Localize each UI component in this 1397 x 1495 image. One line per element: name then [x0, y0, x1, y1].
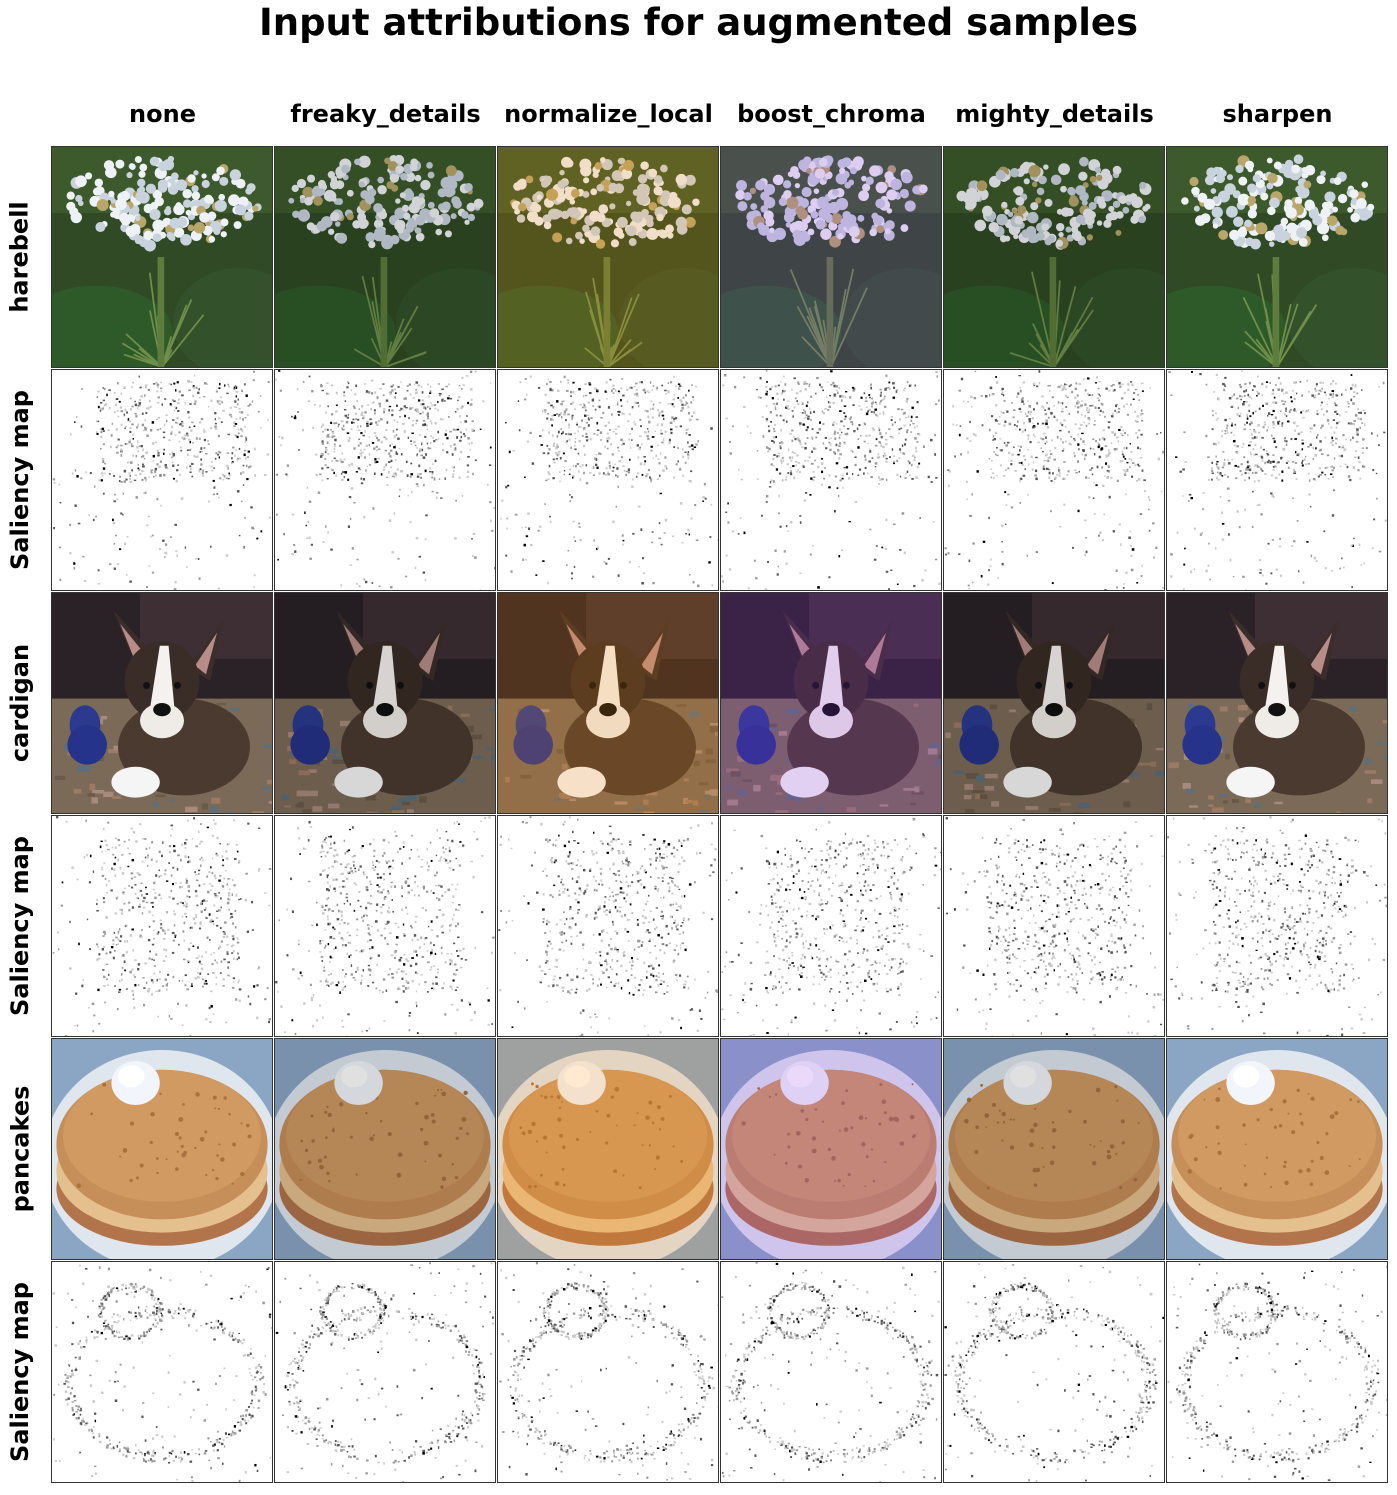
column-header-freaky-details: freaky_details — [290, 100, 481, 128]
pancakes-image-freaky-details — [274, 1038, 496, 1260]
column-header-mighty-details: mighty_details — [955, 100, 1154, 128]
pancakes-image-sharpen — [1166, 1038, 1388, 1260]
row-label-pancakes: pancakes — [6, 1085, 35, 1213]
column-header-boost-chroma: boost_chroma — [737, 100, 926, 128]
flower-saliency-map-sharpen — [1166, 369, 1388, 591]
column-header-normalize-local: normalize_local — [504, 100, 713, 128]
flower-saliency-map-boost-chroma — [720, 369, 942, 591]
dog-saliency-map-freaky-details — [274, 815, 496, 1037]
pancakes-image-normalize-local — [497, 1038, 719, 1260]
pancakes-saliency-map-normalize-local — [497, 1261, 719, 1483]
flower-saliency-map-normalize-local — [497, 369, 719, 591]
flower-image-freaky-details — [274, 146, 496, 368]
flower-image-normalize-local — [497, 146, 719, 368]
dog-image-normalize-local — [497, 592, 719, 814]
dog-saliency-map-boost-chroma — [720, 815, 942, 1037]
pancakes-saliency-map-freaky-details — [274, 1261, 496, 1483]
pancakes-image-none — [51, 1038, 273, 1260]
flower-saliency-map-mighty-details — [943, 369, 1165, 591]
row-label-saliency-map-3: Saliency map — [6, 1282, 34, 1462]
column-header-sharpen: sharpen — [1222, 100, 1333, 128]
flower-image-sharpen — [1166, 146, 1388, 368]
pancakes-image-mighty-details — [943, 1038, 1165, 1260]
flower-image-mighty-details — [943, 146, 1165, 368]
dog-saliency-map-sharpen — [1166, 815, 1388, 1037]
flower-saliency-map-none — [51, 369, 273, 591]
pancakes-saliency-map-mighty-details — [943, 1261, 1165, 1483]
flower-image-none — [51, 146, 273, 368]
dog-image-sharpen — [1166, 592, 1388, 814]
row-label-cardigan: cardigan — [6, 643, 34, 763]
pancakes-saliency-map-none — [51, 1261, 273, 1483]
pancakes-saliency-map-boost-chroma — [720, 1261, 942, 1483]
pancakes-image-boost-chroma — [720, 1038, 942, 1260]
flower-image-boost-chroma — [720, 146, 942, 368]
dog-image-freaky-details — [274, 592, 496, 814]
dog-image-none — [51, 592, 273, 814]
dog-image-mighty-details — [943, 592, 1165, 814]
dog-saliency-map-none — [51, 815, 273, 1037]
flower-saliency-map-freaky-details — [274, 369, 496, 591]
figure-title: Input attributions for augmented samples — [258, 1, 1139, 44]
column-header-none: none — [129, 100, 196, 128]
row-label-harebell: harebell — [6, 201, 34, 313]
row-label-saliency-map-1: Saliency map — [6, 390, 34, 570]
row-label-saliency-map-2: Saliency map — [6, 836, 34, 1016]
pancakes-saliency-map-sharpen — [1166, 1261, 1388, 1483]
dog-saliency-map-mighty-details — [943, 815, 1165, 1037]
dog-saliency-map-normalize-local — [497, 815, 719, 1037]
dog-image-boost-chroma — [720, 592, 942, 814]
